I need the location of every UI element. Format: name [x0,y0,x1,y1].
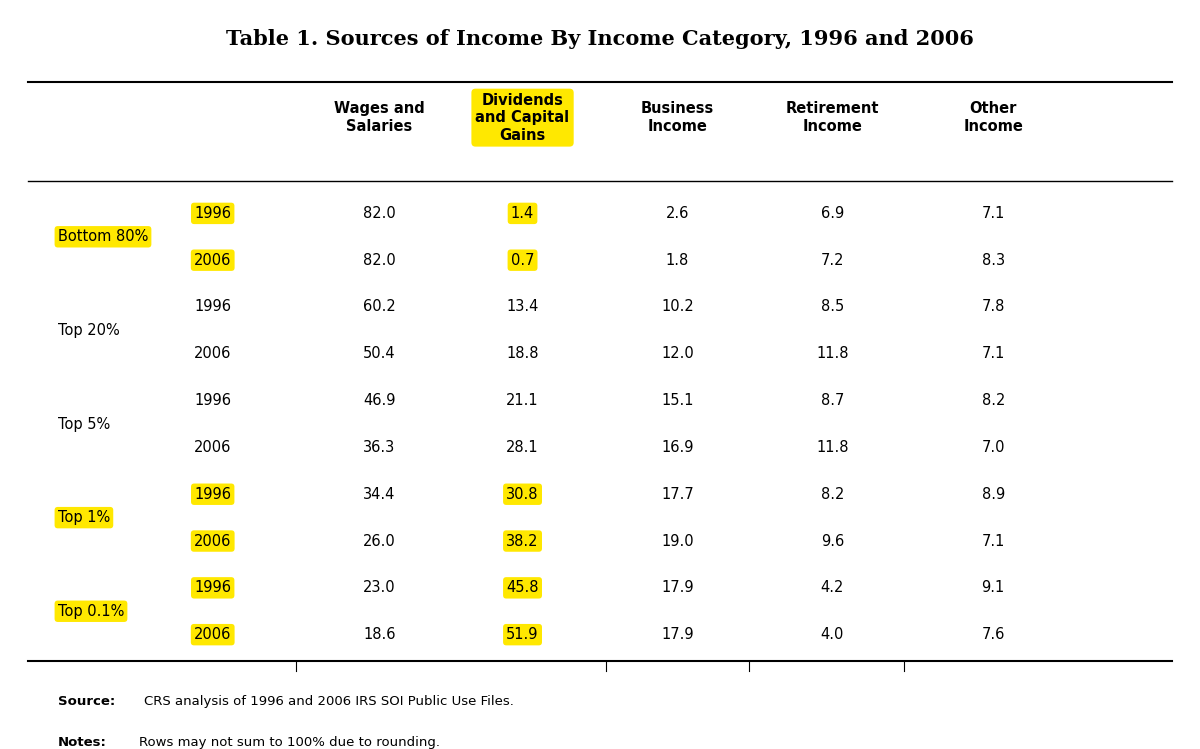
Text: 82.0: 82.0 [364,252,396,267]
Text: 45.8: 45.8 [506,580,539,595]
Text: 1996: 1996 [194,487,232,502]
Text: Top 1%: Top 1% [58,510,110,525]
Text: 1.8: 1.8 [666,252,689,267]
Text: 6.9: 6.9 [821,206,844,221]
Text: 2006: 2006 [194,440,232,455]
Text: 7.8: 7.8 [982,300,1004,315]
Text: 8.2: 8.2 [821,487,844,502]
Text: 7.2: 7.2 [821,252,844,267]
Text: Bottom 80%: Bottom 80% [58,229,148,244]
Text: CRS analysis of 1996 and 2006 IRS SOI Public Use Files.: CRS analysis of 1996 and 2006 IRS SOI Pu… [144,695,514,708]
Text: 8.9: 8.9 [982,487,1004,502]
Text: 26.0: 26.0 [364,533,396,548]
Text: Top 0.1%: Top 0.1% [58,604,124,619]
Text: Other
Income: Other Income [964,101,1024,134]
Text: 7.1: 7.1 [982,206,1004,221]
Text: 10.2: 10.2 [661,300,694,315]
Text: 8.7: 8.7 [821,393,844,408]
Text: Wages and
Salaries: Wages and Salaries [334,101,425,134]
Text: 50.4: 50.4 [364,346,396,361]
Text: Top 5%: Top 5% [58,416,110,431]
Text: 1996: 1996 [194,580,232,595]
Text: 13.4: 13.4 [506,300,539,315]
Text: 15.1: 15.1 [661,393,694,408]
Text: 7.1: 7.1 [982,346,1004,361]
Text: Business
Income: Business Income [641,101,714,134]
Text: 2.6: 2.6 [666,206,689,221]
Text: 18.8: 18.8 [506,346,539,361]
Text: 17.9: 17.9 [661,627,694,642]
Text: Rows may not sum to 100% due to rounding.: Rows may not sum to 100% due to rounding… [139,736,440,749]
Text: 17.7: 17.7 [661,487,694,502]
Text: 21.1: 21.1 [506,393,539,408]
Text: 16.9: 16.9 [661,440,694,455]
Text: 12.0: 12.0 [661,346,694,361]
Text: 4.0: 4.0 [821,627,844,642]
Text: Top 20%: Top 20% [58,323,120,338]
Text: 38.2: 38.2 [506,533,539,548]
Text: 28.1: 28.1 [506,440,539,455]
Text: 8.3: 8.3 [982,252,1004,267]
Text: Retirement
Income: Retirement Income [786,101,880,134]
Text: 2006: 2006 [194,346,232,361]
Text: Notes:: Notes: [58,736,107,749]
Text: 30.8: 30.8 [506,487,539,502]
Text: Source:: Source: [58,695,115,708]
Text: 51.9: 51.9 [506,627,539,642]
Text: 7.1: 7.1 [982,533,1004,548]
Text: 8.5: 8.5 [821,300,844,315]
Text: 1996: 1996 [194,300,232,315]
Text: 1.4: 1.4 [511,206,534,221]
Text: 1996: 1996 [194,393,232,408]
Text: 34.4: 34.4 [364,487,396,502]
Text: 11.8: 11.8 [816,346,848,361]
Text: 60.2: 60.2 [364,300,396,315]
Text: 82.0: 82.0 [364,206,396,221]
Text: 36.3: 36.3 [364,440,396,455]
Text: Table 1. Sources of Income By Income Category, 1996 and 2006: Table 1. Sources of Income By Income Cat… [226,29,974,49]
Text: 11.8: 11.8 [816,440,848,455]
Text: 4.2: 4.2 [821,580,844,595]
Text: 1996: 1996 [194,206,232,221]
Text: 46.9: 46.9 [364,393,396,408]
Text: 17.9: 17.9 [661,580,694,595]
Text: 8.2: 8.2 [982,393,1004,408]
Text: Dividends
and Capital
Gains: Dividends and Capital Gains [475,93,570,142]
Text: 23.0: 23.0 [364,580,396,595]
Text: 9.6: 9.6 [821,533,844,548]
Text: 9.1: 9.1 [982,580,1004,595]
Text: 19.0: 19.0 [661,533,694,548]
Text: 7.0: 7.0 [982,440,1004,455]
Text: 2006: 2006 [194,533,232,548]
Text: 18.6: 18.6 [364,627,396,642]
Text: 2006: 2006 [194,252,232,267]
Text: 0.7: 0.7 [511,252,534,267]
Text: 2006: 2006 [194,627,232,642]
Text: 7.6: 7.6 [982,627,1004,642]
